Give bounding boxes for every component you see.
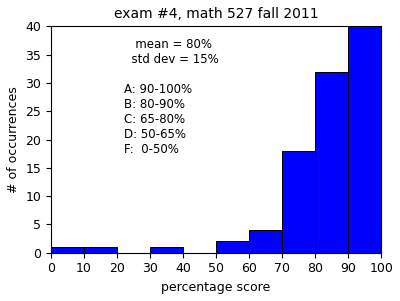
Bar <box>51 247 84 253</box>
Bar <box>84 247 117 253</box>
Bar <box>249 230 282 253</box>
X-axis label: percentage score: percentage score <box>162 281 271 294</box>
Bar <box>315 72 348 253</box>
Title: exam #4, math 527 fall 2011: exam #4, math 527 fall 2011 <box>114 7 318 21</box>
Bar <box>282 151 315 253</box>
Bar <box>216 241 249 253</box>
Y-axis label: # of occurrences: # of occurrences <box>7 86 20 193</box>
Text: mean = 80%
  std dev = 15%

A: 90-100%
B: 80-90%
C: 65-80%
D: 50-65%
F:  0-50%: mean = 80% std dev = 15% A: 90-100% B: 8… <box>124 38 218 156</box>
Bar <box>150 247 183 253</box>
Bar <box>348 26 381 253</box>
